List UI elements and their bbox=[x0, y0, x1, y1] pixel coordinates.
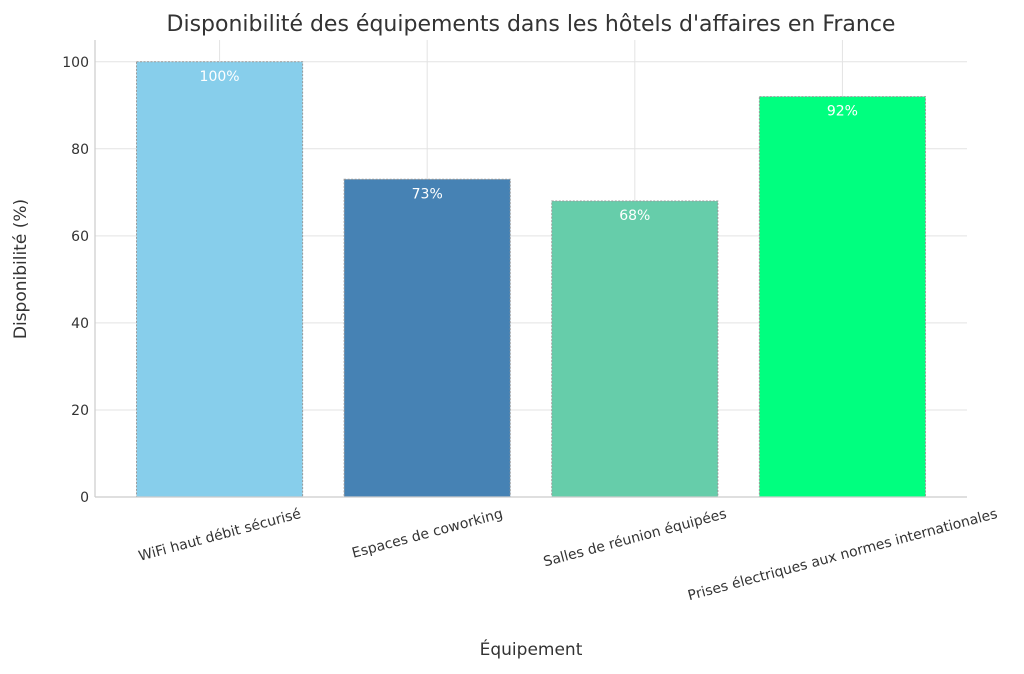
bar bbox=[136, 61, 304, 498]
y-tick-label: 20 bbox=[71, 403, 89, 419]
data-label: 100% bbox=[200, 69, 240, 85]
axes bbox=[94, 40, 967, 498]
data-label: 92% bbox=[827, 104, 858, 120]
y-tick-label: 100 bbox=[62, 55, 89, 71]
x-tick-label: Salles de réunion équipées bbox=[542, 506, 729, 570]
x-ticks: WiFi haut débit sécurisé Espaces de cowor… bbox=[137, 506, 999, 604]
bar bbox=[758, 96, 926, 498]
bar bbox=[551, 200, 719, 498]
data-label: 68% bbox=[619, 208, 650, 224]
y-tick-label: 40 bbox=[71, 316, 89, 332]
y-ticks: 0 20 40 60 80 100 bbox=[62, 55, 89, 506]
bars bbox=[136, 61, 926, 498]
data-label: 73% bbox=[412, 186, 443, 202]
bar bbox=[343, 178, 511, 498]
y-tick-label: 0 bbox=[80, 490, 89, 506]
x-tick-label: Espaces de coworking bbox=[350, 506, 504, 562]
y-tick-label: 60 bbox=[71, 229, 89, 245]
data-labels: 100% 73% 68% 92% bbox=[200, 69, 858, 224]
x-tick-label: Prises électriques aux normes internatio… bbox=[686, 506, 999, 604]
x-tick-label: WiFi haut débit sécurisé bbox=[137, 506, 303, 565]
chart-title: Disponibilité des équipements dans les h… bbox=[167, 12, 896, 37]
y-tick-label: 80 bbox=[71, 142, 89, 158]
x-axis-label: Équipement bbox=[480, 638, 583, 660]
y-axis-label: Disponibilité (%) bbox=[11, 199, 31, 339]
